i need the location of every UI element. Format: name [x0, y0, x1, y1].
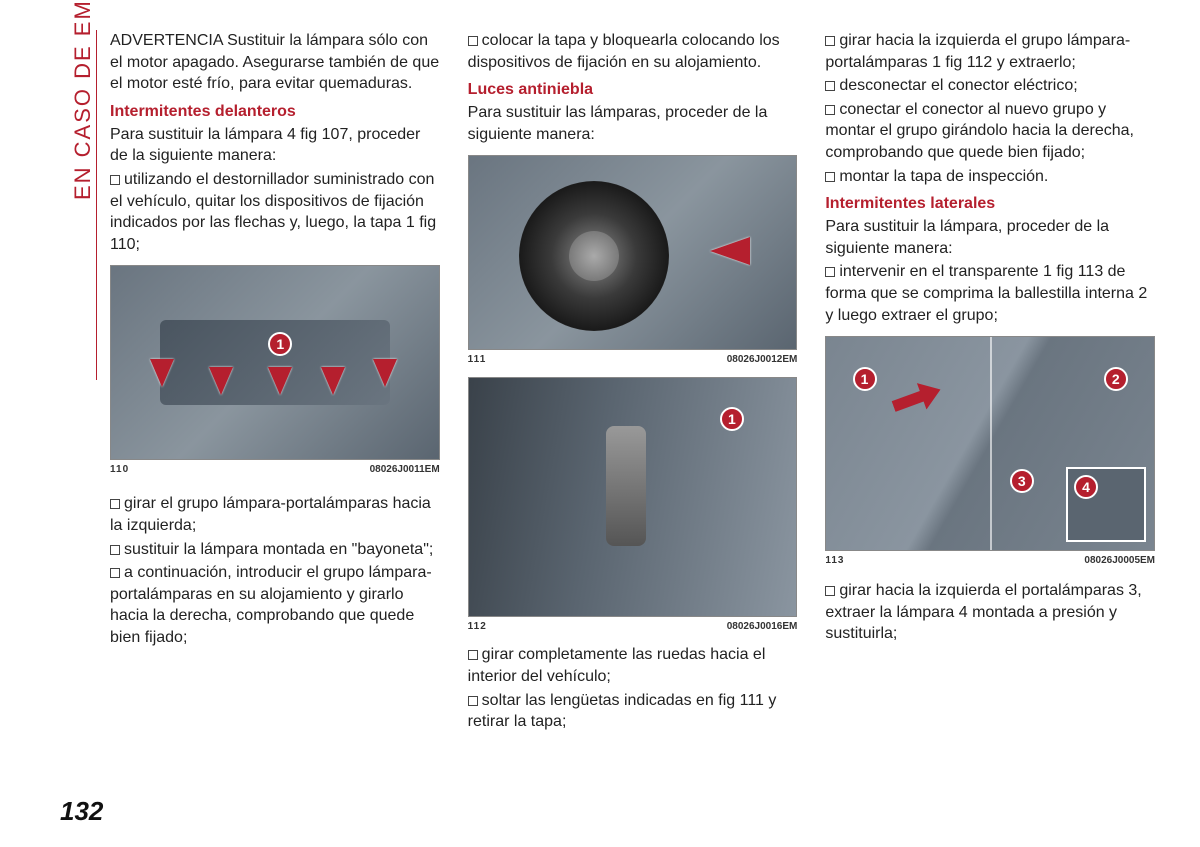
bullet-item: girar el grupo lámpara-portalámparas hac… — [110, 493, 440, 536]
figure-code: 08026J0005EM — [1084, 555, 1155, 566]
figure-number: 111 — [468, 354, 487, 365]
bullet-icon — [110, 545, 120, 555]
figure-110: 1 110 08026J0011EM — [110, 265, 440, 475]
arrow-icon — [209, 367, 233, 395]
figure-110-image: 1 — [110, 265, 440, 460]
figure-111-caption: 111 08026J0012EM — [468, 354, 798, 365]
divider — [990, 337, 992, 550]
figure-111-image — [468, 155, 798, 350]
section-label: EN CASO DE EMERGENCIA — [70, 0, 96, 200]
bullet-text: girar hacia la izquierda el portalámpara… — [825, 582, 1141, 642]
bullet-text: utilizando el destornillador suministrad… — [110, 171, 436, 253]
arrow-icon — [268, 367, 292, 395]
page-body: ADVERTENCIA Sustituir la lámpara sólo co… — [0, 0, 1200, 790]
section-rule — [96, 30, 97, 380]
figure-code: 08026J0011EM — [370, 464, 440, 475]
bullet-item: girar hacia la izquierda el grupo lámpar… — [825, 30, 1155, 73]
bullet-text: a continuación, introducir el grupo lámp… — [110, 564, 432, 646]
column-3: girar hacia la izquierda el grupo lámpar… — [825, 30, 1155, 790]
bullet-icon — [468, 650, 478, 660]
bullet-item: desconectar el conector eléctrico; — [825, 75, 1155, 97]
bullet-text: intervenir en el transparente 1 fig 113 … — [825, 263, 1147, 323]
marker-4: 4 — [1074, 475, 1098, 499]
bullet-icon — [825, 105, 835, 115]
bullet-item: intervenir en el transparente 1 fig 113 … — [825, 261, 1155, 326]
bullet-item: colocar la tapa y bloquearla colocando l… — [468, 30, 798, 73]
bullet-item: girar completamente las ruedas hacia el … — [468, 644, 798, 687]
bullet-text: montar la tapa de inspección. — [839, 168, 1048, 185]
figure-112-caption: 112 08026J0016EM — [468, 621, 798, 632]
bullet-item: montar la tapa de inspección. — [825, 166, 1155, 188]
arrow-icon — [710, 237, 750, 265]
bullet-text: desconectar el conector eléctrico; — [839, 77, 1077, 94]
bullet-item: sustituir la lámpara montada en "bayonet… — [110, 539, 440, 561]
bullet-icon — [825, 81, 835, 91]
bullet-item: soltar las lengüetas indicadas en fig 11… — [468, 690, 798, 733]
warning-text: ADVERTENCIA Sustituir la lámpara sólo co… — [110, 30, 440, 95]
page-number: 132 — [60, 796, 103, 827]
marker-2: 2 — [1104, 367, 1128, 391]
bullet-item: utilizando el destornillador suministrad… — [110, 169, 440, 255]
column-2: colocar la tapa y bloquearla colocando l… — [468, 30, 798, 790]
bullet-item: girar hacia la izquierda el portalámpara… — [825, 580, 1155, 645]
figure-110-caption: 110 08026J0011EM — [110, 464, 440, 475]
bullet-text: girar el grupo lámpara-portalámparas hac… — [110, 495, 431, 534]
marker-1: 1 — [720, 407, 744, 431]
arrow-icon — [150, 359, 174, 387]
bullet-icon — [468, 696, 478, 706]
intro-text: Para sustituir la lámpara, proceder de l… — [825, 216, 1155, 259]
heading-intermitentes-delanteros: Intermitentes delanteros — [110, 103, 440, 121]
figure-number: 113 — [825, 555, 844, 566]
inset-detail: 4 — [1066, 467, 1146, 542]
intro-text: Para sustituir la lámpara 4 fig 107, pro… — [110, 124, 440, 167]
bullet-icon — [468, 36, 478, 46]
heading-intermitentes-laterales: Intermitentes laterales — [825, 195, 1155, 213]
bullet-icon — [825, 172, 835, 182]
figure-number: 112 — [468, 621, 487, 632]
bullet-text: colocar la tapa y bloquearla colocando l… — [468, 32, 780, 71]
marker-3: 3 — [1010, 469, 1034, 493]
figure-code: 08026J0016EM — [727, 621, 798, 632]
bullet-text: conectar el conector al nuevo grupo y mo… — [825, 101, 1134, 161]
bullet-item: conectar el conector al nuevo grupo y mo… — [825, 99, 1155, 164]
bullet-text: sustituir la lámpara montada en "bayonet… — [124, 541, 433, 558]
arrow-icon — [373, 359, 397, 387]
figure-113-caption: 113 08026J0005EM — [825, 555, 1155, 566]
column-1: ADVERTENCIA Sustituir la lámpara sólo co… — [110, 30, 440, 790]
bullet-icon — [110, 175, 120, 185]
bullet-icon — [110, 568, 120, 578]
wheel-graphic — [519, 181, 669, 331]
figure-112-image: 1 — [468, 377, 798, 617]
figure-number: 110 — [110, 464, 129, 475]
bullet-item: a continuación, introducir el grupo lámp… — [110, 562, 440, 648]
figure-112: 1 112 08026J0016EM — [468, 377, 798, 632]
figure-113: 1 2 3 4 113 08026J0005EM — [825, 336, 1155, 566]
marker-1: 1 — [853, 367, 877, 391]
bullet-text: soltar las lengüetas indicadas en fig 11… — [468, 692, 777, 731]
bullet-icon — [825, 36, 835, 46]
bulb-graphic — [606, 426, 646, 546]
bullet-icon — [825, 267, 835, 277]
figure-111: 111 08026J0012EM — [468, 155, 798, 365]
bullet-icon — [110, 499, 120, 509]
arrow-icon — [321, 367, 345, 395]
bullet-icon — [825, 586, 835, 596]
figure-code: 08026J0012EM — [727, 354, 798, 365]
intro-text: Para sustituir las lámparas, proceder de… — [468, 102, 798, 145]
heading-luces-antiniebla: Luces antiniebla — [468, 81, 798, 99]
bullet-text: girar hacia la izquierda el grupo lámpar… — [825, 32, 1130, 71]
figure-113-image: 1 2 3 4 — [825, 336, 1155, 551]
bullet-text: girar completamente las ruedas hacia el … — [468, 646, 766, 685]
